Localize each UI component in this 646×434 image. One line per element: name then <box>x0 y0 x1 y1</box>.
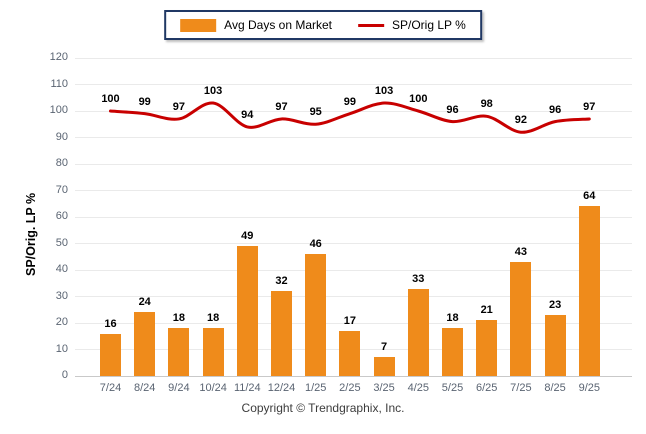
bar <box>476 320 498 376</box>
bar <box>305 254 327 376</box>
y-tick-label: 60 <box>55 210 68 222</box>
y-tick-label: 120 <box>49 51 68 63</box>
y-axis-title: SP/Orig. LP % <box>24 192 38 276</box>
legend-line-label: SP/Orig LP % <box>392 18 466 32</box>
bar-value-label: 64 <box>583 190 596 203</box>
bar-value-label: 32 <box>275 275 288 288</box>
x-tick-label: 8/24 <box>133 382 156 394</box>
grid-line <box>75 190 632 191</box>
grid-line <box>75 57 632 59</box>
x-tick-label: 6/25 <box>475 382 498 394</box>
y-tick-label: 100 <box>49 104 68 116</box>
x-tick-label: 3/25 <box>373 382 395 394</box>
line-series-swatch-icon <box>358 23 385 27</box>
x-tick-label: 9/24 <box>168 382 190 394</box>
x-tick-label: 12/24 <box>267 382 296 394</box>
copyright-text: Copyright © Trendgraphix, Inc. <box>241 401 405 415</box>
line-value-label: 99 <box>138 95 151 108</box>
x-tick-label: 5/25 <box>441 382 464 394</box>
bar-value-label: 18 <box>446 312 459 325</box>
line-value-label: 97 <box>172 100 186 113</box>
grid-line <box>75 137 632 138</box>
y-tick-label: 80 <box>55 157 68 169</box>
bar <box>100 333 121 376</box>
x-tick-label: 7/25 <box>510 382 532 394</box>
x-tick-label: 9/25 <box>578 382 600 394</box>
line-value-label: 98 <box>480 98 493 111</box>
bar-value-label: 24 <box>138 296 151 309</box>
grid-line <box>75 163 632 165</box>
line-value-label: 97 <box>583 100 596 113</box>
grid-line <box>75 84 632 85</box>
bar <box>339 330 361 376</box>
bar-value-label: 7 <box>381 341 388 354</box>
bar-value-label: 21 <box>480 304 493 317</box>
bar <box>407 288 429 376</box>
bar-value-label: 46 <box>309 238 322 251</box>
bar-value-label: 49 <box>241 230 254 243</box>
line-value-label: 94 <box>241 108 254 121</box>
y-tick-label: 70 <box>55 183 68 196</box>
y-tick-label: 90 <box>55 130 68 143</box>
line-value-label: 100 <box>101 93 120 105</box>
legend-bar-label: Avg Days on Market <box>224 18 333 32</box>
y-tick-label: 40 <box>55 263 68 275</box>
line-value-label: 100 <box>409 93 428 105</box>
bar <box>373 357 395 376</box>
y-tick-label: 20 <box>55 316 68 328</box>
bar <box>202 328 224 376</box>
y-tick-label: 50 <box>55 236 68 249</box>
bar-value-label: 23 <box>548 299 562 312</box>
x-tick-label: 2/25 <box>339 382 361 394</box>
x-tick-label: 8/25 <box>544 382 566 394</box>
grid-line <box>75 269 632 271</box>
y-tick-label: 0 <box>61 369 68 381</box>
grid-line <box>75 216 632 218</box>
bar <box>236 246 258 376</box>
bar <box>271 291 292 376</box>
y-tick-label: 10 <box>55 342 68 355</box>
bar-series-swatch-icon <box>180 18 217 32</box>
x-tick-label: 7/24 <box>99 382 122 394</box>
line-value-label: 99 <box>343 95 357 108</box>
bar-value-label: 18 <box>206 312 220 325</box>
x-tick-label: 1/25 <box>304 382 327 394</box>
bar-value-label: 16 <box>104 317 117 330</box>
bar <box>544 315 566 376</box>
line-value-label: 103 <box>374 85 394 98</box>
bar <box>134 312 156 376</box>
bar <box>442 328 463 376</box>
y-tick-label: 30 <box>55 289 68 302</box>
bar-value-label: 43 <box>514 246 528 259</box>
bar <box>510 262 532 376</box>
bar-value-label: 17 <box>343 314 357 327</box>
y-tick-label: 110 <box>50 77 68 90</box>
line-value-label: 95 <box>309 106 322 119</box>
line-value-label: 97 <box>275 100 288 113</box>
line-value-label: 92 <box>514 114 528 127</box>
x-tick-label: 4/25 <box>407 382 429 394</box>
bar-value-label: 33 <box>412 272 425 285</box>
line-value-label: 96 <box>548 103 562 116</box>
bar-value-label: 18 <box>172 312 186 325</box>
bar <box>168 328 190 376</box>
line-value-label: 96 <box>446 103 459 116</box>
legend: Avg Days on Market SP/Orig LP % <box>164 10 482 40</box>
x-tick-label: 11/24 <box>233 382 261 394</box>
line-value-label: 103 <box>203 85 223 98</box>
bar <box>578 206 600 376</box>
grid-line <box>75 243 632 244</box>
x-tick-label: 10/24 <box>199 382 227 394</box>
